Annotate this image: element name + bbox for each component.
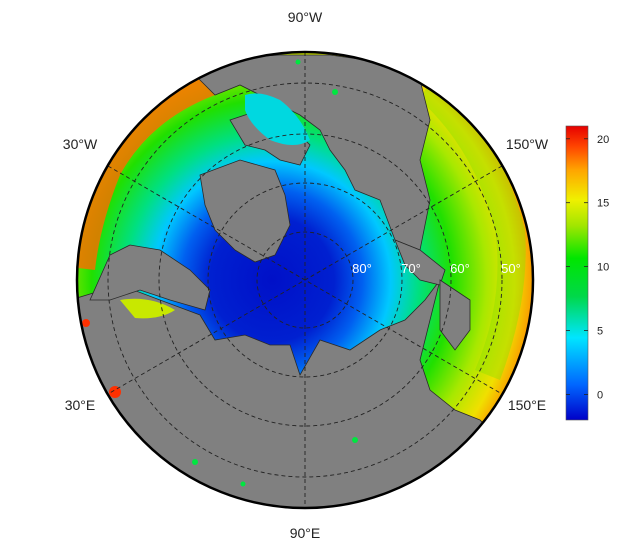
colorbar-tick-label: 0 bbox=[597, 389, 603, 401]
colorbar-tick-label: 5 bbox=[597, 326, 603, 338]
scandinavia-land bbox=[89, 244, 211, 311]
graticule bbox=[107, 52, 503, 508]
latitude-label-70: 70° bbox=[401, 261, 421, 276]
latitude-circle-80 bbox=[256, 231, 354, 329]
greenland-land bbox=[199, 159, 291, 263]
colorbar: 20 15 10 5 0 bbox=[565, 125, 609, 421]
longitude-label-top: 90°W bbox=[288, 9, 323, 25]
latitude-label-80: 80° bbox=[352, 261, 372, 276]
colorbar-gradient bbox=[566, 126, 588, 420]
longitude-label-upper-left: 30°W bbox=[63, 136, 98, 152]
longitude-label-bottom: 90°E bbox=[290, 525, 321, 541]
colorbar-ticks: 20 15 10 5 0 bbox=[566, 134, 609, 401]
colorbar-tick-label: 10 bbox=[597, 262, 609, 274]
latitude-circle-70 bbox=[207, 182, 403, 378]
colorbar-border bbox=[565, 125, 589, 421]
latitude-label-60: 60° bbox=[450, 261, 470, 276]
colorbar-tick-label: 15 bbox=[597, 198, 609, 210]
colorbar-tick-label: 20 bbox=[597, 134, 609, 146]
meridian-150-30 bbox=[107, 165, 503, 395]
chukotka-land bbox=[439, 279, 471, 351]
longitude-label-lower-right: 150°E bbox=[508, 397, 546, 413]
longitude-label-lower-left: 30°E bbox=[65, 397, 96, 413]
latitude-circle-60 bbox=[158, 133, 452, 427]
longitude-label-upper-right: 150°W bbox=[506, 136, 549, 152]
latitude-label-50: 50° bbox=[501, 261, 521, 276]
map-boundary bbox=[75, 50, 535, 510]
